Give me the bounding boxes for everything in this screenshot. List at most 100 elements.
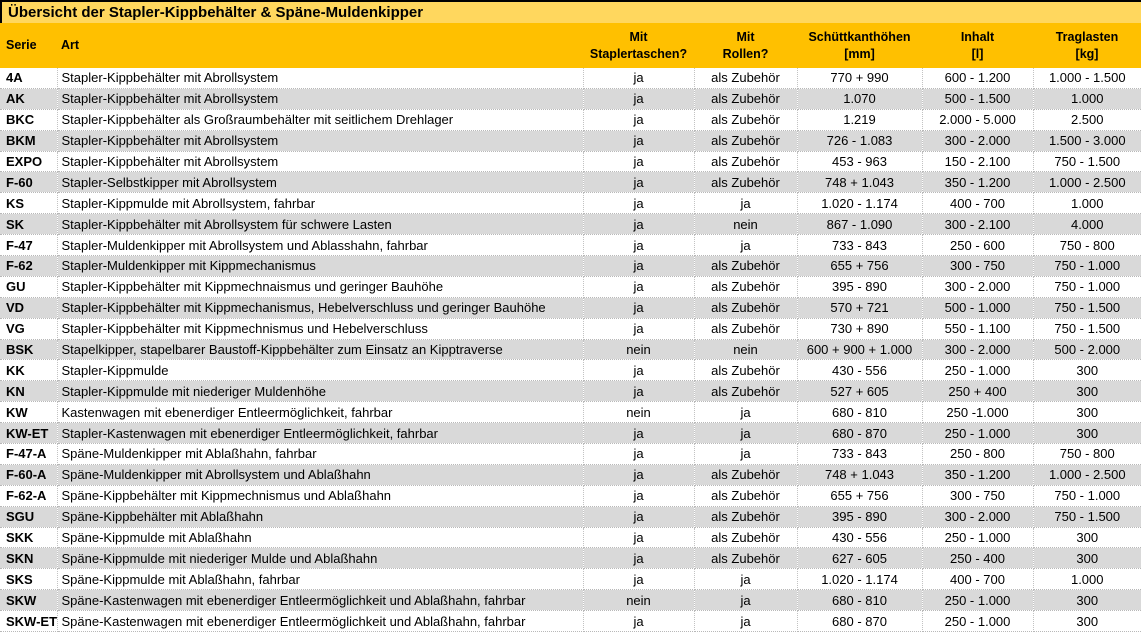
cell-art: Stapelkipper, stapelbarer Baustoff-Kippb… <box>57 339 584 361</box>
table-row: BSK Stapelkipper, stapelbarer Baustoff-Ki… <box>0 339 1141 361</box>
table-body: 4A Stapler-Kippbehälter mit Abrollsystem j… <box>0 68 1141 632</box>
cell-taschen: ja <box>583 568 695 591</box>
cell-inhalt: 300 - 2.000 <box>922 506 1034 528</box>
cell-inhalt: 250 - 1.000 <box>922 610 1034 632</box>
cell-serie: BKC <box>0 109 58 131</box>
cell-traglast: 1.000 <box>1033 568 1141 591</box>
cell-taschen: ja <box>583 297 695 319</box>
cell-hoehen: 395 - 890 <box>797 506 923 528</box>
cell-hoehen: 733 - 843 <box>797 443 923 465</box>
cell-rollen: als Zubehör <box>694 464 798 486</box>
cell-art: Stapler-Kastenwagen mit ebenerdiger Entl… <box>57 422 584 445</box>
cell-hoehen: 395 - 890 <box>797 276 923 298</box>
table-row: SKW-ET Späne-Kastenwagen mit ebenerdiger … <box>0 610 1141 632</box>
cell-art: Stapler-Kippbehälter mit Kippmechanismus… <box>57 297 584 319</box>
table-row: F-60-A Späne-Muldenkipper mit Abrollsyste… <box>0 464 1141 486</box>
cell-hoehen: 1.219 <box>797 109 923 131</box>
cell-taschen: ja <box>583 443 695 465</box>
cell-art: Späne-Kippbehälter mit Kippmechnismus un… <box>57 485 584 507</box>
cell-serie: VG <box>0 318 58 340</box>
cell-inhalt: 300 - 750 <box>922 255 1034 277</box>
cell-hoehen: 453 - 963 <box>797 151 923 173</box>
cell-art: Stapler-Kippbehälter mit Abrollsystem <box>57 88 584 110</box>
cell-traglast: 750 - 1.500 <box>1033 506 1141 528</box>
cell-taschen: nein <box>583 589 695 612</box>
table-row: SKN Späne-Kippmulde mit niederiger Mulde … <box>0 547 1141 570</box>
table-row: EXPO Stapler-Kippbehälter mit Abrollsyste… <box>0 151 1141 173</box>
cell-traglast: 500 - 2.000 <box>1033 339 1141 361</box>
overview-table: Serie Art Mit Staplertaschen? Mit Rollen? … <box>0 23 1141 632</box>
cell-inhalt: 150 - 2.100 <box>922 151 1034 173</box>
cell-hoehen: 1.020 - 1.174 <box>797 192 923 215</box>
cell-inhalt: 250 + 400 <box>922 380 1034 403</box>
cell-serie: KN <box>0 380 58 403</box>
cell-hoehen: 680 - 810 <box>797 401 923 424</box>
table-header: Serie Art Mit Staplertaschen? Mit Rollen? … <box>0 23 1141 68</box>
cell-serie: EXPO <box>0 151 58 173</box>
cell-taschen: ja <box>583 151 695 173</box>
cell-traglast: 1.000 - 1.500 <box>1033 68 1141 89</box>
cell-rollen: ja <box>694 422 798 445</box>
cell-serie: KW-ET <box>0 422 58 445</box>
cell-rollen: als Zubehör <box>694 88 798 110</box>
cell-traglast: 750 - 1.000 <box>1033 255 1141 277</box>
cell-art: Stapler-Kippbehälter mit Abrollsystem <box>57 151 584 173</box>
cell-inhalt: 400 - 700 <box>922 568 1034 591</box>
table-row: 4A Stapler-Kippbehälter mit Abrollsystem j… <box>0 68 1141 89</box>
cell-hoehen: 600 + 900 + 1.000 <box>797 339 923 361</box>
table-row: KN Stapler-Kippmulde mit niederiger Mulde… <box>0 380 1141 403</box>
col-header-inhalt: Inhalt [l] <box>922 23 1033 68</box>
cell-taschen: ja <box>583 130 695 152</box>
cell-rollen: ja <box>694 610 798 632</box>
cell-rollen: als Zubehör <box>694 276 798 298</box>
cell-traglast: 750 - 1.000 <box>1033 276 1141 298</box>
table-row: SKS Späne-Kippmulde mit Ablaßhahn, fahrba… <box>0 568 1141 591</box>
col-header-serie: Serie <box>0 23 57 68</box>
cell-art: Stapler-Kippbehälter als Großraumbehälte… <box>57 109 584 131</box>
cell-hoehen: 655 + 756 <box>797 255 923 277</box>
cell-rollen: als Zubehör <box>694 485 798 507</box>
cell-taschen: ja <box>583 192 695 215</box>
cell-art: Späne-Kastenwagen mit ebenerdiger Entlee… <box>57 610 584 632</box>
cell-inhalt: 300 - 2.000 <box>922 339 1034 361</box>
cell-serie: SKS <box>0 568 58 591</box>
table-row: AK Stapler-Kippbehälter mit Abrollsystem j… <box>0 88 1141 110</box>
cell-serie: BKM <box>0 130 58 152</box>
cell-rollen: ja <box>694 568 798 591</box>
cell-inhalt: 300 - 750 <box>922 485 1034 507</box>
cell-hoehen: 527 + 605 <box>797 380 923 403</box>
table-row: VG Stapler-Kippbehälter mit Kippmechnismu… <box>0 318 1141 340</box>
cell-hoehen: 1.020 - 1.174 <box>797 568 923 591</box>
cell-inhalt: 250 - 1.000 <box>922 589 1034 612</box>
cell-serie: AK <box>0 88 58 110</box>
cell-serie: VD <box>0 297 58 319</box>
cell-serie: SKK <box>0 527 58 549</box>
cell-serie: BSK <box>0 339 58 361</box>
cell-hoehen: 748 + 1.043 <box>797 171 923 194</box>
cell-hoehen: 733 - 843 <box>797 234 923 257</box>
cell-rollen: als Zubehör <box>694 318 798 340</box>
cell-serie: F-60-A <box>0 464 58 486</box>
cell-traglast: 300 <box>1033 527 1141 549</box>
cell-inhalt: 550 - 1.100 <box>922 318 1034 340</box>
col-header-staplertaschen: Mit Staplertaschen? <box>583 23 694 68</box>
cell-inhalt: 300 - 2.100 <box>922 213 1034 236</box>
cell-hoehen: 867 - 1.090 <box>797 213 923 236</box>
cell-traglast: 750 - 800 <box>1033 443 1141 465</box>
cell-traglast: 300 <box>1033 547 1141 570</box>
cell-art: Stapler-Kippbehälter mit Abrollsystem <box>57 68 584 89</box>
cell-rollen: ja <box>694 234 798 257</box>
col-header-traglasten: Traglasten [kg] <box>1033 23 1141 68</box>
cell-rollen: als Zubehör <box>694 68 798 89</box>
cell-inhalt: 250 - 600 <box>922 234 1034 257</box>
cell-hoehen: 655 + 756 <box>797 485 923 507</box>
cell-rollen: als Zubehör <box>694 151 798 173</box>
cell-hoehen: 680 - 810 <box>797 589 923 612</box>
cell-taschen: ja <box>583 68 695 89</box>
table-row: BKM Stapler-Kippbehälter mit Abrollsystem… <box>0 130 1141 152</box>
cell-hoehen: 430 - 556 <box>797 359 923 382</box>
cell-serie: KS <box>0 192 58 215</box>
cell-hoehen: 1.070 <box>797 88 923 110</box>
cell-rollen: als Zubehör <box>694 527 798 549</box>
